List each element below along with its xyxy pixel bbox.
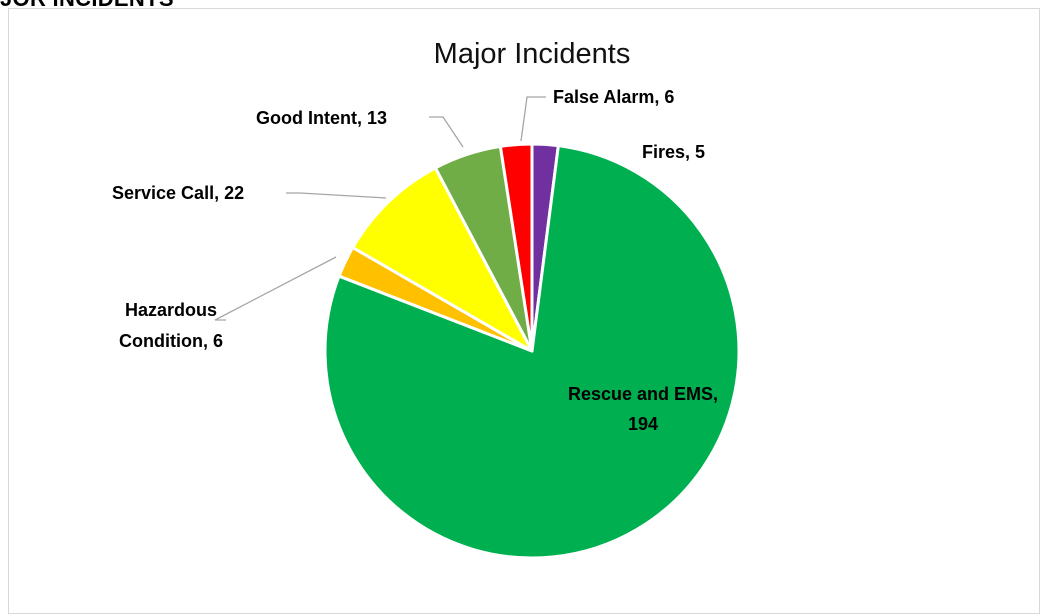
data-label-fires: Fires, 5	[642, 142, 705, 162]
data-label-rescue-line1: Rescue and EMS,	[568, 384, 718, 404]
pie-slice-false-alarm	[498, 142, 534, 353]
data-label-false-alarm: False Alarm, 6	[553, 87, 674, 107]
pie-slices	[323, 142, 741, 560]
pie-slice-service-call	[351, 166, 534, 353]
data-label-good-intent: Good Intent, 13	[256, 108, 387, 128]
leader-line-good-intent	[429, 116, 464, 148]
section-heading: JOR INCIDENTS	[0, 0, 174, 12]
leader-line-hazardous	[214, 256, 337, 321]
data-label-rescue-line2: 194	[628, 414, 658, 434]
data-label-service-call: Service Call, 22	[112, 183, 244, 203]
data-label-hazardous-line1: Hazardous	[125, 300, 217, 320]
data-label-hazardous-line2: Condition, 6	[119, 331, 223, 351]
leader-line-false-alarm	[520, 96, 546, 142]
leader-line-service-call	[286, 192, 387, 199]
chart-title: Major Incidents	[434, 38, 631, 70]
